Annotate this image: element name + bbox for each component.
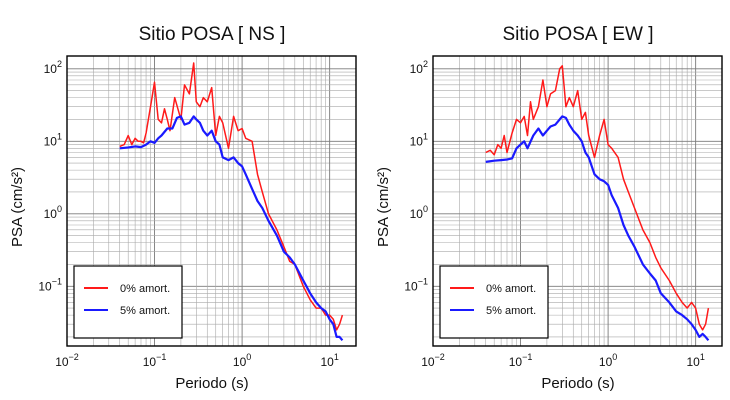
y-tick-label: 100	[44, 204, 62, 221]
legend-label: 5% amort.	[120, 305, 170, 317]
x-axis-label: Periodo (s)	[541, 375, 614, 392]
plot-frame	[66, 55, 357, 347]
series-line	[485, 65, 710, 331]
y-tick-label: 100	[410, 204, 428, 221]
chart-title: Sitio POSA [ EW ]	[503, 24, 654, 45]
y-axis-label: PSA (cm/s²)	[375, 167, 392, 247]
legend: 0% amort. 5% amort.	[439, 265, 549, 339]
series-line	[485, 115, 710, 341]
plot-frame	[432, 55, 723, 347]
x-tick-label: 10−1	[143, 352, 167, 369]
y-tick-label: 102	[410, 59, 428, 76]
x-tick-label: 10−2	[421, 352, 445, 369]
legend-label: 5% amort.	[486, 305, 536, 317]
y-tick-label: 101	[44, 131, 62, 148]
x-axis-label: Periodo (s)	[175, 375, 248, 392]
chart-title: Sitio POSA [ NS ]	[139, 24, 286, 45]
x-tick-label: 10−2	[55, 352, 79, 369]
y-axis-label: PSA (cm/s²)	[9, 167, 26, 247]
plot-area: 10−2 10−1 100 101 10−1 100 101 102 0% amort. 5% a…	[38, 55, 357, 369]
y-tick-label: 10−1	[404, 276, 428, 293]
legend-label: 0% amort.	[120, 283, 170, 295]
legend-box	[73, 265, 183, 339]
x-tick-label: 100	[233, 352, 251, 369]
x-tick-label: 100	[599, 352, 617, 369]
y-tick-label: 101	[410, 131, 428, 148]
series-line	[119, 115, 344, 341]
x-tick-label: 10−1	[509, 352, 533, 369]
plot-area: 10−2 10−1 100 101 10−1 100 101 102 0% amort. 5% a…	[404, 55, 723, 369]
series-line	[119, 62, 344, 331]
legend: 0% amort. 5% amort.	[73, 265, 183, 339]
y-tick-label: 102	[44, 59, 62, 76]
x-tick-label: 101	[320, 352, 338, 369]
x-tick-label: 101	[686, 352, 704, 369]
chart-panel-ew: Sitio POSA [ EW ] Periodo (s) PSA (cm/s²…	[375, 24, 723, 392]
y-tick-label: 10−1	[38, 276, 62, 293]
chart-panel-ns: Sitio POSA [ NS ] Periodo (s) PSA (cm/s²…	[9, 24, 357, 392]
legend-box	[439, 265, 549, 339]
legend-label: 0% amort.	[486, 283, 536, 295]
